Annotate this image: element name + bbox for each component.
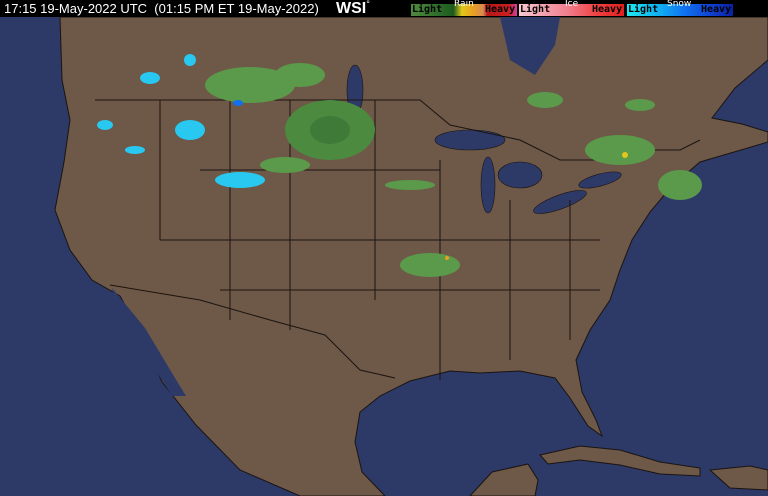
radar-snow <box>97 54 265 188</box>
legend-ice: Light Ice Heavy <box>518 0 625 17</box>
great-lakes <box>346 64 622 214</box>
wsi-logo: WSI° <box>336 0 370 17</box>
ice-light-label: Light <box>520 4 551 15</box>
rain-light-label: Light <box>412 4 443 15</box>
snow-heavy-label: Heavy <box>701 4 732 15</box>
ice-title: Ice <box>565 0 579 9</box>
rain-heavy-label: Heavy <box>485 4 516 15</box>
cuba <box>539 445 701 477</box>
us-canada-border <box>95 99 701 161</box>
timestamp: 17:15 19-May-2022 UTC (01:15 PM ET 19-Ma… <box>4 1 319 16</box>
gulf-of-california <box>112 288 186 396</box>
hispaniola <box>708 465 768 491</box>
legend-rain: Light Rain Heavy <box>410 0 518 17</box>
yucatan <box>469 463 539 496</box>
legend-snow: Light Snow Heavy <box>626 0 734 17</box>
rain-title: Rain <box>454 0 474 9</box>
borders <box>95 99 701 380</box>
ice-heavy-label: Heavy <box>592 4 623 15</box>
snow-light-label: Light <box>628 4 659 15</box>
radar-rain <box>205 63 702 277</box>
snow-title: Snow <box>667 0 692 9</box>
us-mexico-border <box>109 284 396 379</box>
hudson-bay <box>500 17 560 75</box>
header-bar: 17:15 19-May-2022 UTC (01:15 PM ET 19-Ma… <box>0 0 768 17</box>
